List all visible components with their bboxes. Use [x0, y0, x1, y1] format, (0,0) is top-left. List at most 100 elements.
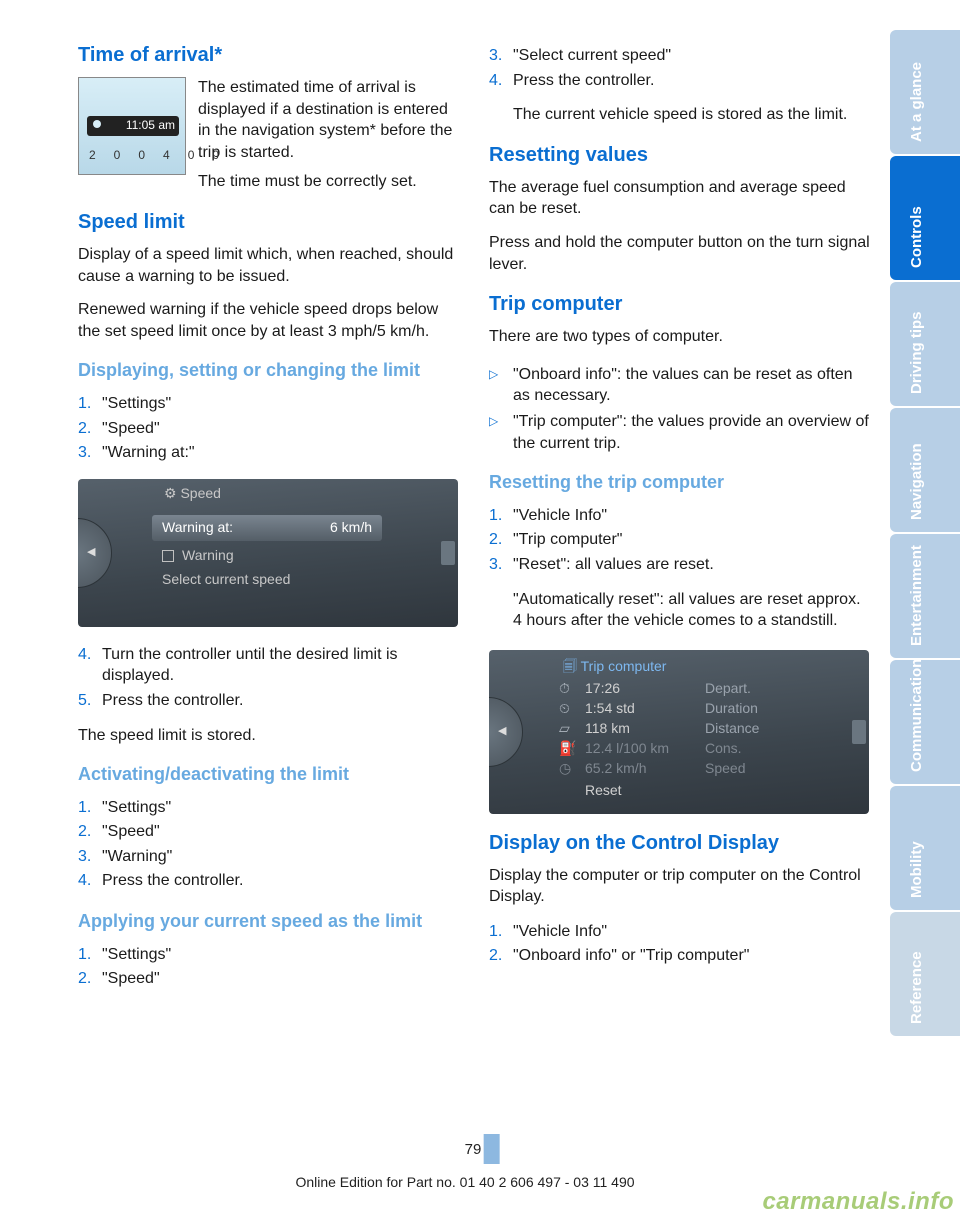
- screen-title: 🗐 Trip computer: [563, 656, 666, 680]
- list-item: 3."Select current speed": [489, 45, 872, 67]
- screen-title: ⚙ Speed: [164, 485, 221, 502]
- list-item: ▷"Onboard info": the values can be reset…: [489, 364, 872, 407]
- list-item: 1."Settings": [78, 797, 461, 819]
- road-icon: ▱: [559, 720, 585, 737]
- step-number: 5.: [78, 690, 102, 712]
- list-item: 3."Reset": all values are reset.: [489, 554, 872, 576]
- list-item: 2."Trip computer": [489, 529, 872, 551]
- heading-time-of-arrival: Time of arrival*: [78, 44, 461, 67]
- triangle-bullet-icon: ▷: [489, 364, 513, 407]
- trip-row: ▱118 kmDistance: [559, 720, 849, 737]
- step-number: 2.: [78, 821, 102, 843]
- step-number: 4.: [489, 70, 513, 92]
- step-number: 2.: [78, 968, 102, 990]
- arrival-time-illustration: 11:05 am 200400: [78, 77, 186, 175]
- list-item: 5.Press the controller.: [78, 690, 461, 712]
- page-number: 79: [461, 1134, 500, 1164]
- trip-row: ⛽12.4 l/100 kmCons.: [559, 740, 849, 757]
- tab-at-a-glance[interactable]: At a glance: [890, 30, 960, 154]
- clock-icon: ⏱: [559, 680, 585, 697]
- tab-controls[interactable]: Controls: [890, 156, 960, 280]
- trip-row: ⏲1:54 stdDuration: [559, 700, 849, 717]
- apply-speed-steps: 1."Settings" 2."Speed": [78, 941, 461, 993]
- tab-reference[interactable]: Reference: [890, 912, 960, 1036]
- watermark-text: carmanuals.info: [762, 1188, 954, 1216]
- idrive-speed-screen: ⚙ Speed Warning at: 6 km/h Warning Selec…: [78, 479, 458, 627]
- speed-icon: ◷: [559, 760, 585, 777]
- highlighted-row: Warning at: 6 km/h: [152, 515, 382, 541]
- list-item: 2."Onboard info" or "Trip computer": [489, 945, 872, 967]
- list-item: 2."Speed": [78, 821, 461, 843]
- list-item: 3."Warning": [78, 846, 461, 868]
- list-item: 2."Speed": [78, 418, 461, 440]
- side-button-icon: [852, 720, 866, 744]
- idrive-trip-screen: 🗐 Trip computer ⏱17:26Depart. ⏲1:54 stdD…: [489, 650, 869, 814]
- tab-driving-tips[interactable]: Driving tips: [890, 282, 960, 406]
- step-number: 1.: [78, 393, 102, 415]
- display-steps: 1."Vehicle Info" 2."Onboard info" or "Tr…: [489, 918, 872, 970]
- page-number-bar-icon: [483, 1134, 499, 1164]
- step-number: 4.: [78, 870, 102, 892]
- list-item: 1."Vehicle Info": [489, 505, 872, 527]
- page-number-value: 79: [461, 1141, 484, 1158]
- step-number: 1.: [78, 944, 102, 966]
- time-block: 11:05 am 200400 The estimated time of ar…: [78, 73, 461, 201]
- speedo-scale: 200400: [89, 148, 237, 162]
- step-number: 2.: [489, 529, 513, 551]
- reset-trip-desc: "Automatically reset": all values are re…: [513, 589, 872, 632]
- step-number: 3.: [78, 442, 102, 464]
- side-button-icon: [441, 541, 455, 565]
- list-item: 4.Press the controller.: [78, 870, 461, 892]
- fuel-icon: ⛽: [559, 740, 585, 757]
- tab-communication[interactable]: Communication: [890, 660, 960, 784]
- trip-bullets: ▷"Onboard info": the values can be reset…: [489, 360, 872, 458]
- tab-entertainment[interactable]: Entertainment: [890, 534, 960, 658]
- trip-reset-row: Reset: [559, 782, 849, 798]
- step-number: 4.: [78, 644, 102, 687]
- checkbox-icon: [162, 550, 174, 562]
- controller-knob-icon: [489, 697, 523, 767]
- display-limit-steps: 1."Settings" 2."Speed" 3."Warning at:": [78, 390, 461, 467]
- screen-row: Select current speed: [162, 571, 290, 587]
- step-number: 3.: [489, 45, 513, 67]
- display-limit-steps-cont: 4.Turn the controller until the desired …: [78, 641, 461, 715]
- tab-navigation[interactable]: Navigation: [890, 408, 960, 532]
- trip-row: ⏱17:26Depart.: [559, 680, 849, 697]
- list-item: 1."Vehicle Info": [489, 921, 872, 943]
- list-item: ▷"Trip computer": the values provide an …: [489, 411, 872, 454]
- reset-paragraph-2: Press and hold the computer button on th…: [489, 232, 872, 275]
- list-item: 1."Settings": [78, 944, 461, 966]
- page: Time of arrival* 11:05 am 200400 The est…: [0, 0, 960, 1222]
- stopwatch-icon: ⏲: [559, 700, 585, 717]
- heading-displaying-limit: Displaying, setting or changing the limi…: [78, 360, 461, 382]
- activate-limit-steps: 1."Settings" 2."Speed" 3."Warning" 4.Pre…: [78, 794, 461, 895]
- section-tabs: At a glance Controls Driving tips Naviga…: [890, 0, 960, 1222]
- step-number: 1.: [78, 797, 102, 819]
- list-item: 1."Settings": [78, 393, 461, 415]
- step-number: 3.: [489, 554, 513, 576]
- heading-resetting-values: Resetting values: [489, 144, 872, 167]
- apply-speed-desc: The current vehicle speed is stored as t…: [513, 104, 872, 126]
- content-columns: Time of arrival* 11:05 am 200400 The est…: [0, 0, 890, 1222]
- heading-display-control: Display on the Control Display: [489, 832, 872, 855]
- list-item: 4.Turn the controller until the desired …: [78, 644, 461, 687]
- heading-reset-trip: Resetting the trip computer: [489, 472, 872, 494]
- step-number: 1.: [489, 921, 513, 943]
- step-number: 2.: [489, 945, 513, 967]
- tab-mobility[interactable]: Mobility: [890, 786, 960, 910]
- step-number: 2.: [78, 418, 102, 440]
- heading-activate-limit: Activating/deactivating the limit: [78, 764, 461, 786]
- heading-trip-computer: Trip computer: [489, 293, 872, 316]
- apply-speed-steps-cont: 3."Select current speed" 4.Press the con…: [489, 42, 872, 94]
- step-number: 3.: [78, 846, 102, 868]
- display-paragraph-1: Display the computer or trip computer on…: [489, 865, 872, 908]
- speed-stored-text: The speed limit is stored.: [78, 725, 461, 747]
- heading-speed-limit: Speed limit: [78, 211, 461, 234]
- trip-paragraph-1: There are two types of computer.: [489, 326, 872, 348]
- indicator-dot-icon: [93, 120, 101, 128]
- hl-value: 6 km/h: [330, 519, 372, 537]
- reset-trip-steps: 1."Vehicle Info" 2."Trip computer" 3."Re…: [489, 502, 872, 579]
- left-column: Time of arrival* 11:05 am 200400 The est…: [78, 40, 461, 1222]
- speed-paragraph-1: Display of a speed limit which, when rea…: [78, 244, 461, 287]
- controller-knob-icon: [78, 518, 112, 588]
